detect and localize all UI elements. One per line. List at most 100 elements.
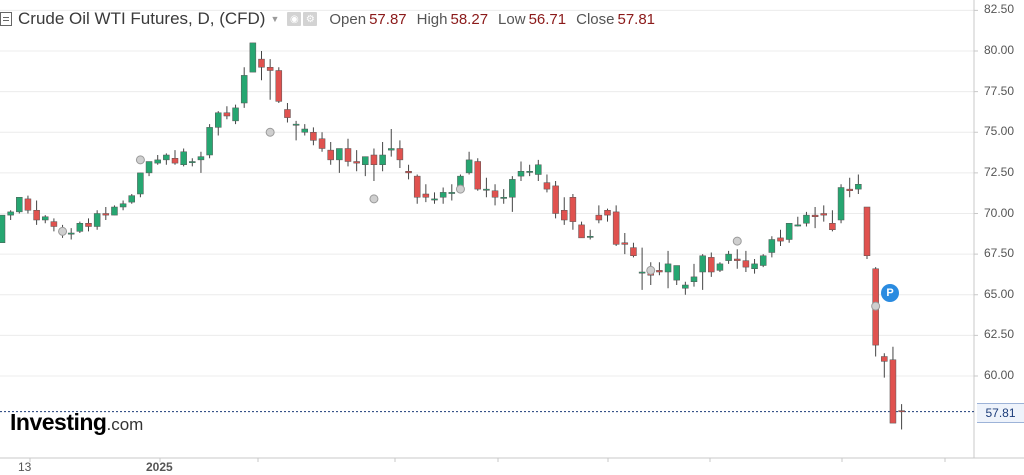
candle-up bbox=[7, 211, 14, 216]
candle-up bbox=[526, 171, 533, 173]
y-tick-label: 75.00 bbox=[984, 124, 1015, 139]
symbol-title[interactable]: Crude Oil WTI Futures, D, (CFD) bbox=[18, 9, 266, 28]
candle-down bbox=[275, 70, 283, 102]
candle-down bbox=[742, 260, 750, 268]
candle-up bbox=[855, 184, 862, 190]
candle-down bbox=[318, 138, 326, 149]
candle-down bbox=[422, 193, 430, 198]
candle-down bbox=[171, 158, 179, 164]
candle-down bbox=[102, 213, 110, 216]
investing-logo[interactable]: Investing .com bbox=[10, 409, 143, 436]
y-tick-label: 60.00 bbox=[984, 368, 1015, 382]
candle-up bbox=[517, 171, 525, 177]
candle-up bbox=[785, 223, 793, 240]
candle-up bbox=[465, 159, 473, 174]
event-dot bbox=[455, 184, 465, 194]
candle-up bbox=[336, 148, 343, 161]
last-price-tag: 57.81 bbox=[977, 402, 1024, 423]
close-label: Close bbox=[576, 10, 615, 28]
candle-down bbox=[396, 148, 404, 161]
candle-down bbox=[612, 211, 620, 245]
event-dot bbox=[646, 265, 656, 275]
candle-up bbox=[206, 127, 213, 156]
candle-down bbox=[578, 224, 585, 239]
candle-down bbox=[474, 161, 481, 190]
candle-up bbox=[292, 123, 300, 126]
event-dot bbox=[135, 155, 145, 165]
candle-up bbox=[673, 265, 680, 281]
candle-up bbox=[76, 223, 84, 232]
candle-up bbox=[500, 197, 507, 199]
candle-up bbox=[154, 159, 161, 164]
candle-up bbox=[388, 148, 395, 151]
candle-up bbox=[67, 232, 75, 235]
candle-up bbox=[759, 255, 767, 266]
candle-up bbox=[163, 154, 170, 161]
candle-up bbox=[751, 263, 758, 269]
candle-up bbox=[137, 172, 144, 195]
candle-down bbox=[258, 58, 265, 68]
candle-up bbox=[535, 164, 542, 175]
candle-down bbox=[829, 223, 836, 230]
gear-icon[interactable]: ⚙ bbox=[303, 12, 318, 26]
candle-down bbox=[50, 221, 58, 227]
y-tick-label: 62.50 bbox=[984, 327, 1015, 342]
event-dot bbox=[369, 194, 379, 204]
x-tick-label: 2025 bbox=[146, 460, 173, 474]
candle-up bbox=[249, 42, 257, 73]
candle-up bbox=[0, 214, 6, 243]
high-value: 58.27 bbox=[450, 10, 489, 28]
candle-up bbox=[111, 206, 118, 216]
candle-down bbox=[898, 410, 905, 413]
y-tick-label: 80.00 bbox=[984, 43, 1015, 57]
candle-down bbox=[344, 148, 352, 162]
open-value: 57.87 bbox=[369, 10, 407, 28]
candle-down bbox=[595, 214, 603, 221]
candle-up bbox=[379, 154, 386, 165]
candle-down bbox=[413, 175, 421, 198]
event-dot bbox=[732, 236, 742, 246]
open-label: Open bbox=[329, 10, 367, 28]
candle-up bbox=[664, 263, 672, 273]
event-marker-icon[interactable]: P bbox=[881, 284, 899, 302]
candle-up bbox=[197, 156, 205, 161]
candle-down bbox=[569, 197, 577, 222]
eye-icon[interactable]: ◉ bbox=[287, 12, 302, 26]
event-dot bbox=[58, 226, 68, 236]
collapse-icon[interactable] bbox=[0, 12, 12, 26]
candle-up bbox=[690, 276, 698, 282]
candle-up bbox=[145, 161, 153, 174]
candle-up bbox=[768, 239, 776, 253]
candle-up bbox=[638, 271, 646, 274]
candle-down bbox=[24, 198, 32, 211]
y-tick-label: 65.00 bbox=[984, 286, 1015, 301]
chart-header: Crude Oil WTI Futures, D, (CFD) ▼ ◉ ⚙ Op… bbox=[0, 8, 655, 30]
candle-up bbox=[439, 192, 447, 198]
candle-down bbox=[353, 161, 360, 164]
candle-down bbox=[327, 149, 334, 161]
candle-down bbox=[561, 210, 568, 221]
candle-down bbox=[310, 132, 317, 141]
event-dot bbox=[871, 301, 881, 311]
candle-up bbox=[16, 197, 23, 213]
candle-down bbox=[543, 182, 551, 190]
candle-up bbox=[119, 203, 127, 208]
candle-up bbox=[725, 253, 732, 261]
candle-down bbox=[284, 109, 291, 118]
candle-down bbox=[820, 213, 827, 216]
candle-down bbox=[863, 206, 871, 256]
candle-down bbox=[621, 242, 629, 245]
y-tick-label: 82.50 bbox=[984, 2, 1015, 17]
x-tick-label: 13 bbox=[18, 460, 32, 474]
candle-up bbox=[431, 198, 438, 201]
candle-up bbox=[189, 161, 196, 163]
candle-up bbox=[240, 75, 248, 104]
candle-up bbox=[586, 236, 594, 238]
candle-up bbox=[794, 224, 802, 227]
candle-down bbox=[777, 237, 784, 242]
candle-up bbox=[682, 284, 689, 289]
chevron-down-icon[interactable]: ▼ bbox=[270, 14, 280, 24]
candle-up bbox=[448, 192, 456, 194]
y-tick-label: 67.50 bbox=[984, 246, 1015, 261]
